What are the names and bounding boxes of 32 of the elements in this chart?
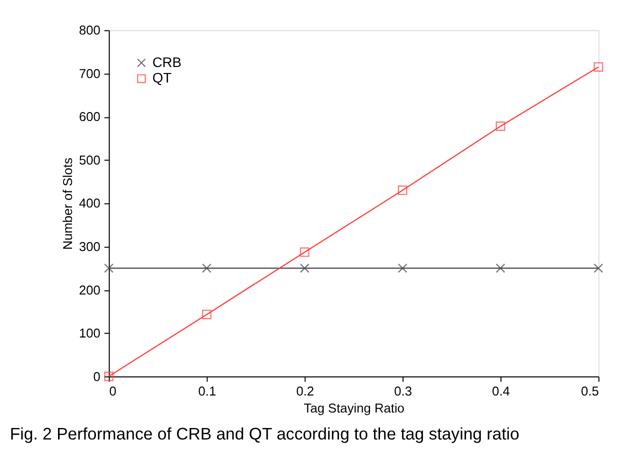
point xyxy=(594,62,604,72)
x-tick-label: 0 xyxy=(109,384,116,399)
point xyxy=(300,247,310,257)
point xyxy=(398,263,408,273)
x-tick-label: 0.4 xyxy=(492,384,510,399)
x-tick-label: 0.3 xyxy=(394,384,412,399)
y-tick-label: 600 xyxy=(78,109,100,124)
x-tick-label: 0.5 xyxy=(581,384,599,399)
y-tick-label: 200 xyxy=(78,282,100,298)
legend-label: QT xyxy=(152,70,172,86)
y-axis-title: Number of Slots xyxy=(60,158,76,250)
point xyxy=(300,263,310,273)
caption: Fig. 2 Performance of CRB and QT according to the tag staying ratio xyxy=(10,424,520,444)
x-axis-title: Tag Staying Ratio xyxy=(304,400,404,416)
x-tick-label: 0.1 xyxy=(198,384,216,399)
point xyxy=(496,263,506,273)
point xyxy=(398,186,408,196)
y-tick-label: 700 xyxy=(78,66,100,81)
y-tick-label: 800 xyxy=(78,22,100,38)
y-tick-label: 400 xyxy=(78,196,100,211)
y-tick-label: 500 xyxy=(78,152,100,168)
point xyxy=(104,263,114,273)
point xyxy=(104,372,114,382)
point xyxy=(496,122,506,131)
point xyxy=(594,263,604,273)
legend-label: CRB xyxy=(152,54,182,70)
y-tick-label: 300 xyxy=(78,238,100,254)
point xyxy=(202,310,212,320)
y-tick-label: 0 xyxy=(93,368,100,384)
x-tick-label: 0.2 xyxy=(296,384,314,399)
point xyxy=(202,263,212,273)
y-tick-label: 100 xyxy=(78,326,100,341)
